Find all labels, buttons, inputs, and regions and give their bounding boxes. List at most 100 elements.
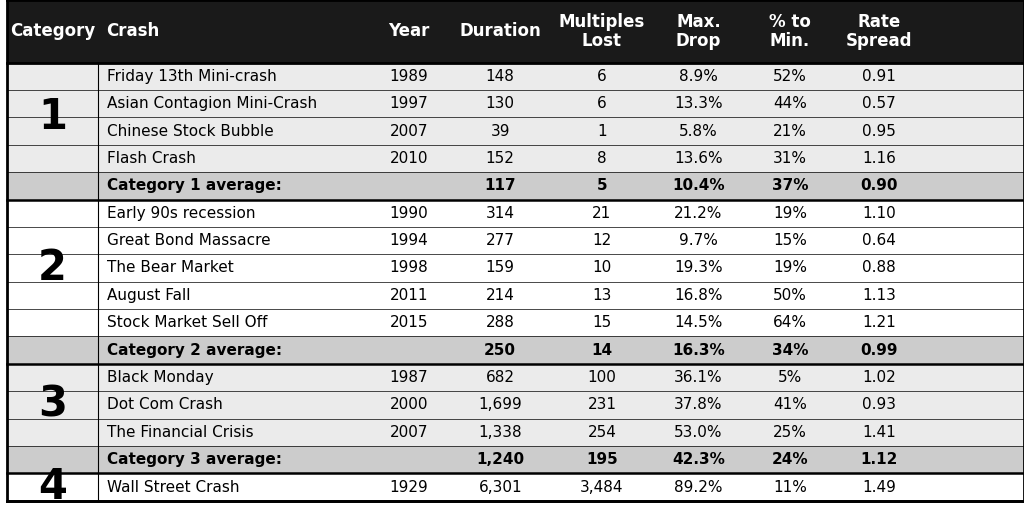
Text: 0.64: 0.64: [862, 233, 896, 248]
Text: 21: 21: [592, 206, 611, 221]
Text: 15: 15: [592, 315, 611, 330]
Text: % to
Min.: % to Min.: [769, 13, 811, 50]
Text: 1,699: 1,699: [478, 398, 522, 412]
Text: 8.9%: 8.9%: [679, 69, 718, 84]
Bar: [7, 473, 1024, 501]
Text: Category 1 average:: Category 1 average:: [106, 178, 282, 193]
Text: 1929: 1929: [389, 479, 428, 495]
Text: 152: 152: [485, 151, 515, 166]
Text: The Bear Market: The Bear Market: [106, 261, 233, 275]
Text: 25%: 25%: [773, 425, 807, 440]
Text: 254: 254: [588, 425, 616, 440]
Text: 682: 682: [485, 370, 515, 385]
Text: 4: 4: [38, 466, 68, 508]
Text: Category: Category: [10, 22, 95, 40]
Text: 1987: 1987: [389, 370, 428, 385]
Text: 2011: 2011: [389, 288, 428, 303]
Bar: [7, 254, 1024, 282]
Text: 21.2%: 21.2%: [675, 206, 723, 221]
Text: 130: 130: [485, 96, 515, 111]
Text: 16.3%: 16.3%: [672, 343, 725, 358]
Bar: [7, 90, 1024, 118]
Text: 1.16: 1.16: [862, 151, 896, 166]
Bar: [7, 282, 1024, 309]
Text: 231: 231: [588, 398, 616, 412]
Text: 19.3%: 19.3%: [674, 261, 723, 275]
Text: 1990: 1990: [389, 206, 428, 221]
Text: 53.0%: 53.0%: [674, 425, 723, 440]
Text: Flash Crash: Flash Crash: [106, 151, 196, 166]
Text: 10.4%: 10.4%: [672, 178, 725, 193]
Text: 15%: 15%: [773, 233, 807, 248]
Text: 13: 13: [592, 288, 611, 303]
Text: 117: 117: [484, 178, 516, 193]
Text: 0.91: 0.91: [862, 69, 896, 84]
Text: 1998: 1998: [389, 261, 428, 275]
Text: Asian Contagion Mini-Crash: Asian Contagion Mini-Crash: [106, 96, 316, 111]
Text: Black Monday: Black Monday: [106, 370, 213, 385]
Text: 11%: 11%: [773, 479, 807, 495]
Text: 0.93: 0.93: [862, 398, 896, 412]
Text: 16.8%: 16.8%: [674, 288, 723, 303]
Text: 37.8%: 37.8%: [674, 398, 723, 412]
Text: 5.8%: 5.8%: [679, 124, 718, 138]
Text: Stock Market Sell Off: Stock Market Sell Off: [106, 315, 267, 330]
Text: 31%: 31%: [773, 151, 807, 166]
Bar: [7, 419, 1024, 446]
Bar: [7, 446, 1024, 473]
Bar: [7, 309, 1024, 336]
Text: Dot Com Crash: Dot Com Crash: [106, 398, 222, 412]
Text: 2010: 2010: [389, 151, 428, 166]
Text: 14: 14: [591, 343, 612, 358]
Bar: [7, 0, 1024, 62]
Text: 1.12: 1.12: [860, 452, 898, 467]
Text: 288: 288: [485, 315, 515, 330]
Text: 52%: 52%: [773, 69, 807, 84]
Text: 1997: 1997: [389, 96, 428, 111]
Text: 39: 39: [490, 124, 510, 138]
Text: 42.3%: 42.3%: [672, 452, 725, 467]
Text: 1: 1: [597, 124, 607, 138]
Text: 2007: 2007: [389, 124, 428, 138]
Bar: [7, 227, 1024, 254]
Bar: [7, 62, 1024, 90]
Bar: [7, 118, 1024, 145]
Text: 1.49: 1.49: [862, 479, 896, 495]
Text: 2007: 2007: [389, 425, 428, 440]
Text: 34%: 34%: [772, 343, 808, 358]
Text: 2015: 2015: [389, 315, 428, 330]
Text: 1.02: 1.02: [862, 370, 896, 385]
Text: 37%: 37%: [772, 178, 808, 193]
Text: 5%: 5%: [778, 370, 802, 385]
Text: 214: 214: [485, 288, 515, 303]
Bar: [7, 336, 1024, 364]
Text: 6: 6: [597, 69, 607, 84]
Text: Max.
Drop: Max. Drop: [676, 13, 721, 50]
Bar: [7, 199, 1024, 227]
Text: 50%: 50%: [773, 288, 807, 303]
Text: August Fall: August Fall: [106, 288, 190, 303]
Text: 1989: 1989: [389, 69, 428, 84]
Bar: [7, 172, 1024, 199]
Text: 12: 12: [592, 233, 611, 248]
Text: 6: 6: [597, 96, 607, 111]
Text: Category 2 average:: Category 2 average:: [106, 343, 282, 358]
Text: 148: 148: [485, 69, 515, 84]
Text: Multiples
Lost: Multiples Lost: [559, 13, 645, 50]
Text: 10: 10: [592, 261, 611, 275]
Text: 1.10: 1.10: [862, 206, 896, 221]
Text: 21%: 21%: [773, 124, 807, 138]
Text: 0.57: 0.57: [862, 96, 896, 111]
Text: 13.6%: 13.6%: [674, 151, 723, 166]
Text: 19%: 19%: [773, 261, 807, 275]
Text: 14.5%: 14.5%: [675, 315, 723, 330]
Text: 44%: 44%: [773, 96, 807, 111]
Bar: [7, 145, 1024, 172]
Text: 36.1%: 36.1%: [674, 370, 723, 385]
Text: 13.3%: 13.3%: [674, 96, 723, 111]
Text: Friday 13th Mini-crash: Friday 13th Mini-crash: [106, 69, 276, 84]
Text: 1.13: 1.13: [862, 288, 896, 303]
Text: 1.21: 1.21: [862, 315, 896, 330]
Text: 0.88: 0.88: [862, 261, 896, 275]
Text: 1,240: 1,240: [476, 452, 524, 467]
